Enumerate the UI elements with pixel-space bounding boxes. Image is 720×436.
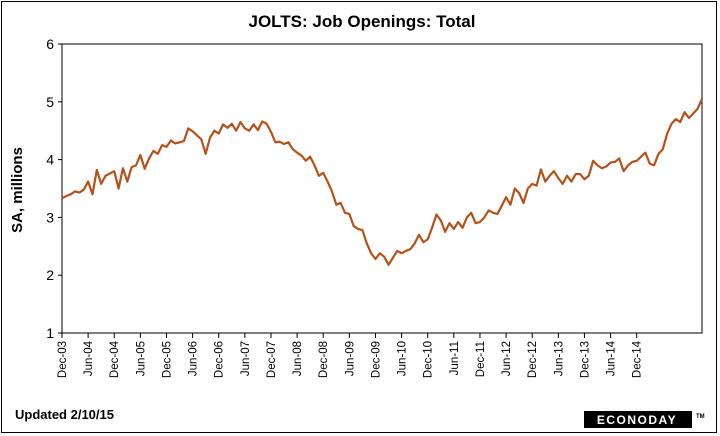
y-tick-label: 6	[46, 36, 54, 52]
x-tick-label: Dec-03	[57, 341, 69, 378]
updated-note: Updated 2/10/15	[15, 407, 114, 422]
x-tick-label: Dec-10	[423, 341, 435, 378]
x-tick-label: Dec-04	[109, 340, 121, 378]
x-tick-label: Jun-12	[501, 341, 513, 376]
series-line	[61, 98, 704, 266]
x-tick-label: Dec-14	[632, 340, 644, 378]
x-tick-label: Jun-07	[240, 341, 252, 376]
logo-text: ECONODAY	[597, 413, 677, 427]
x-tick-label: Dec-07	[266, 341, 278, 378]
x-tick-label: Jun-09	[344, 341, 356, 376]
chart-title: JOLTS: Job Openings: Total	[249, 12, 476, 31]
y-tick-label: 5	[46, 94, 54, 110]
logo-trademark: TM	[696, 414, 705, 420]
x-tick-label: Jun-10	[397, 341, 409, 376]
x-tick-label: Dec-08	[318, 341, 330, 378]
y-axis-label: SA, millions	[9, 147, 26, 233]
x-tick-label: Dec-11	[475, 341, 487, 377]
plot-border	[61, 43, 703, 334]
x-tick-label: Jun-08	[292, 341, 304, 376]
y-tick-label: 3	[46, 209, 54, 225]
x-tick-label: Dec-13	[579, 341, 591, 378]
x-tick-label: Jun-04	[83, 340, 95, 376]
x-tick-label: Jun-06	[188, 341, 200, 376]
x-tick-label: Jun-11	[449, 341, 461, 375]
x-tick-label: Jun-13	[553, 341, 565, 376]
plot-area: 1 2 3 4 5 6 Dec-03 Jun-04 Dec-04 Jun-05 Dec-05 Jun-…	[46, 36, 704, 378]
x-tick-label: Dec-06	[214, 341, 226, 378]
x-tick-label: Dec-05	[161, 341, 173, 378]
econoday-logo: ECONODAY TM	[584, 411, 705, 428]
y-tick-label: 2	[46, 267, 54, 283]
x-tick-label: Jun-14	[606, 340, 618, 376]
x-tick-label: Dec-12	[527, 341, 539, 378]
x-tick-label: Jun-05	[135, 341, 147, 376]
y-tick-label: 4	[46, 152, 54, 168]
x-tick-label: Dec-09	[370, 341, 382, 378]
y-tick-label: 1	[46, 325, 54, 341]
logo-background	[584, 411, 692, 428]
